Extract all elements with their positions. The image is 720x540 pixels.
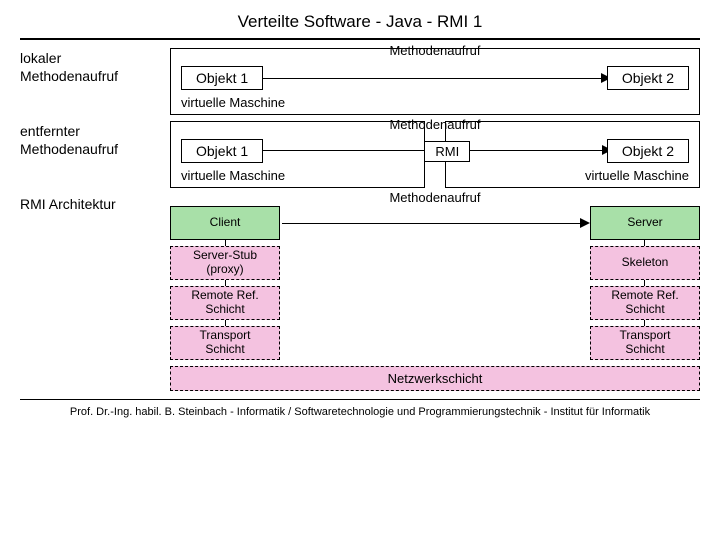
vm-box-remote-right: Objekt 2 virtuelle Maschine (445, 121, 700, 188)
trans-l2: Schicht (205, 342, 244, 356)
object-1: Objekt 1 (181, 66, 263, 90)
section-local-label: lokaler Methodenaufruf (20, 48, 170, 85)
stub-l2: (proxy) (206, 262, 243, 276)
section-arch-label: RMI Architektur (20, 194, 170, 214)
vm-caption: virtuelle Maschine (181, 91, 689, 110)
rref-l1: Remote Ref. (191, 288, 258, 302)
label-line: lokaler (20, 50, 61, 66)
stub-box: Server-Stub(proxy) (170, 246, 280, 280)
trans-l2: Schicht (625, 342, 664, 356)
arrow-label: Methodenaufruf (389, 190, 480, 205)
section-local: lokaler Methodenaufruf Methodenaufruf Ob… (20, 48, 700, 115)
transport-right: TransportSchicht (590, 326, 700, 360)
vm-caption: virtuelle Maschine (456, 164, 689, 183)
arrow-head (580, 218, 590, 228)
arrow-line (261, 78, 609, 79)
object-1: Objekt 1 (181, 139, 263, 163)
client-box: Client (170, 206, 280, 240)
trans-l1: Transport (200, 328, 251, 342)
label-line: Methodenaufruf (20, 68, 118, 84)
stub-l1: Server-Stub (193, 248, 257, 262)
rmi-label: RMI (424, 141, 470, 162)
section-arch: RMI Architektur Methodenaufruf Client Se… (20, 194, 700, 391)
label-line: entfernter (20, 123, 80, 139)
transport-left: TransportSchicht (170, 326, 280, 360)
server-box: Server (590, 206, 700, 240)
section-remote: entfernter Methodenaufruf Methodenaufruf… (20, 121, 700, 188)
trans-l1: Transport (620, 328, 671, 342)
footer-text: Prof. Dr.-Ing. habil. B. Steinbach - Inf… (20, 400, 700, 418)
network-layer: Netzwerkschicht (170, 366, 700, 391)
page-title: Verteilte Software - Java - RMI 1 (20, 8, 700, 38)
skeleton-box: Skeleton (590, 246, 700, 280)
section-remote-label: entfernter Methodenaufruf (20, 121, 170, 158)
vm-caption: virtuelle Maschine (181, 164, 414, 183)
label-line: Methodenaufruf (20, 141, 118, 157)
arrow-line (282, 223, 588, 224)
object-2: Objekt 2 (607, 66, 689, 90)
arrow-label: Methodenaufruf (389, 43, 480, 58)
rref-l2: Schicht (205, 302, 244, 316)
title-rule (20, 38, 700, 40)
vm-box-remote-left: Objekt 1 virtuelle Maschine (170, 121, 425, 188)
vm-box-local: Methodenaufruf Objekt 1 Objekt 2 virtuel… (170, 48, 700, 115)
object-2: Objekt 2 (607, 139, 689, 163)
remote-ref-right: Remote Ref.Schicht (590, 286, 700, 320)
rref-l1: Remote Ref. (611, 288, 678, 302)
remote-ref-left: Remote Ref.Schicht (170, 286, 280, 320)
rref-l2: Schicht (625, 302, 664, 316)
